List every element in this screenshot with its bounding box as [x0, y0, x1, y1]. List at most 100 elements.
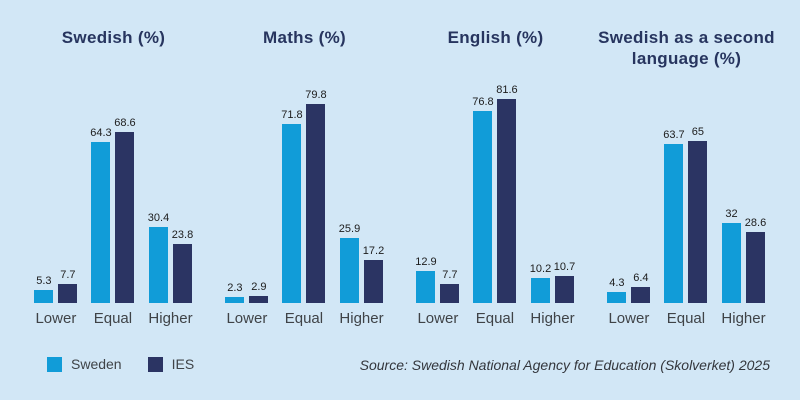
category-label: Lower: [417, 310, 459, 327]
chart-panel-3: English (%) 12.9 7.7 Lower 76.8 81.6 Equal 10.2…: [400, 20, 591, 330]
bar-column-ies: 2.9: [249, 280, 269, 303]
plot-area: 12.9 7.7 Lower 76.8 81.6 Equal 10.2 10.7 Higher: [415, 84, 575, 330]
bar-sweden: [473, 111, 493, 303]
bar-pair: 30.4 23.8: [147, 212, 193, 303]
chart-title: Swedish as a second language (%): [598, 28, 775, 68]
bar-group-higher: 10.2 10.7 Higher: [529, 261, 575, 330]
value-label: 6.4: [633, 272, 649, 284]
category-label: Lower: [608, 310, 650, 327]
bar-ies: [306, 103, 326, 303]
value-label: 25.9: [338, 223, 361, 236]
value-label: 4.3: [609, 277, 625, 290]
bar-group-equal: 64.3 68.6 Equal: [90, 116, 136, 331]
value-label: 2.9: [251, 280, 267, 293]
category-label: Equal: [284, 310, 324, 327]
bar-ies: [173, 243, 192, 303]
bar-column-ies: 7.7: [440, 269, 460, 303]
category-label: Higher: [530, 310, 575, 327]
chart-panel-4: Swedish as a second language (%) 4.3 6.4 Lo…: [591, 20, 782, 330]
bar-ies: [497, 99, 517, 303]
bar-sweden: [722, 223, 741, 303]
source-note: Source: Swedish National Agency for Educ…: [359, 357, 770, 373]
bar-group-equal: 71.8 79.8 Equal: [281, 88, 327, 331]
bar-group-higher: 30.4 23.8 Higher: [147, 212, 193, 330]
value-label: 12.9: [415, 255, 437, 268]
bar-column-ies: 81.6: [496, 84, 518, 303]
category-label: Equal: [475, 310, 515, 327]
bar-group-equal: 63.7 65 Equal: [663, 125, 708, 331]
bar-column-sweden: 2.3: [225, 282, 245, 303]
bar-group-higher: 32 28.6 Higher: [721, 208, 766, 330]
bar-pair: 32 28.6: [722, 208, 766, 303]
bar-pair: 5.3 7.7: [34, 268, 78, 303]
bar-pair: 25.9 17.2: [338, 223, 385, 303]
value-label: 17.2: [362, 245, 385, 257]
value-label: 65: [691, 125, 705, 138]
bar-column-ies: 6.4: [631, 272, 651, 303]
chart-panel-2: Maths (%) 2.3 2.9 Lower 71.8 79.8 Equal 25.9 17.…: [209, 20, 400, 330]
plot-area: 4.3 6.4 Lower 63.7 65 Equal 32 28.6 Higher: [607, 93, 766, 331]
value-label: 79.8: [305, 88, 327, 101]
category-label: Higher: [148, 310, 193, 327]
bar-column-ies: 65: [688, 125, 708, 303]
chart-title: Swedish (%): [61, 28, 166, 47]
value-label: 10.2: [529, 262, 552, 275]
bar-column-sweden: 64.3: [90, 127, 112, 303]
bar-ies: [746, 231, 765, 303]
bar-pair: 10.2 10.7: [529, 261, 575, 303]
bar-column-sweden: 12.9: [415, 255, 437, 303]
bar-sweden: [34, 289, 54, 303]
figure-footer: Sweden IES Source: Swedish National Agenc…: [0, 330, 800, 373]
bar-group-lower: 4.3 6.4 Lower: [607, 272, 651, 330]
category-label: Lower: [35, 310, 77, 327]
bar-sweden: [91, 142, 111, 303]
value-label: 64.3: [90, 127, 112, 140]
bar-column-sweden: 4.3: [607, 277, 627, 303]
value-label: 7.7: [60, 268, 76, 281]
bar-group-lower: 2.3 2.9 Lower: [225, 280, 269, 330]
bar-column-sweden: 5.3: [34, 275, 54, 303]
bar-column-sweden: 76.8: [472, 96, 494, 303]
bar-pair: 64.3 68.6: [90, 116, 136, 303]
bar-sweden: [149, 227, 168, 303]
category-label: Lower: [226, 310, 268, 327]
bar-ies: [440, 283, 460, 303]
category-label: Higher: [339, 310, 384, 327]
bar-column-ies: 10.7: [554, 261, 575, 303]
value-label: 81.6: [496, 84, 518, 96]
bar-ies: [58, 283, 78, 303]
charts-row: Swedish (%) 5.3 7.7 Lower 64.3 68.6 Equal 30.4 2…: [34, 20, 782, 331]
bar-group-equal: 76.8 81.6 Equal: [472, 84, 518, 330]
bar-sweden: [664, 143, 684, 303]
value-label: 30.4: [147, 212, 170, 224]
chart-title: English (%): [447, 28, 544, 47]
bar-pair: 71.8 79.8: [281, 88, 327, 303]
bar-column-sweden: 10.2: [529, 262, 552, 303]
plot-area: 2.3 2.9 Lower 71.8 79.8 Equal 25.9 17.2 Higher: [225, 89, 385, 330]
bar-column-sweden: 30.4: [147, 212, 170, 303]
bar-column-sweden: 32: [722, 208, 741, 303]
bar-pair: 63.7 65: [663, 125, 708, 303]
legend-label: IES: [171, 356, 195, 372]
bar-group-higher: 25.9 17.2 Higher: [338, 223, 385, 330]
value-label: 32: [725, 208, 738, 220]
value-label: 68.6: [114, 116, 136, 129]
bar-pair: 4.3 6.4: [607, 272, 651, 303]
bar-group-lower: 12.9 7.7 Lower: [415, 255, 460, 330]
chart-title: Maths (%): [263, 28, 346, 47]
bar-column-sweden: 71.8: [281, 108, 303, 303]
value-label: 71.8: [281, 108, 303, 121]
bar-pair: 76.8 81.6: [472, 84, 518, 303]
bar-sweden: [531, 277, 550, 303]
value-label: 63.7: [663, 128, 685, 141]
legend-swatch-ies: [147, 356, 163, 372]
bar-pair: 12.9 7.7: [415, 255, 460, 303]
bar-group-lower: 5.3 7.7 Lower: [34, 268, 78, 330]
legend-swatch-sweden: [47, 356, 62, 372]
category-label: Equal: [93, 310, 133, 327]
bar-sweden: [225, 297, 245, 303]
bar-ies: [115, 131, 135, 303]
value-label: 76.8: [472, 96, 494, 108]
bar-column-sweden: 63.7: [663, 128, 685, 303]
